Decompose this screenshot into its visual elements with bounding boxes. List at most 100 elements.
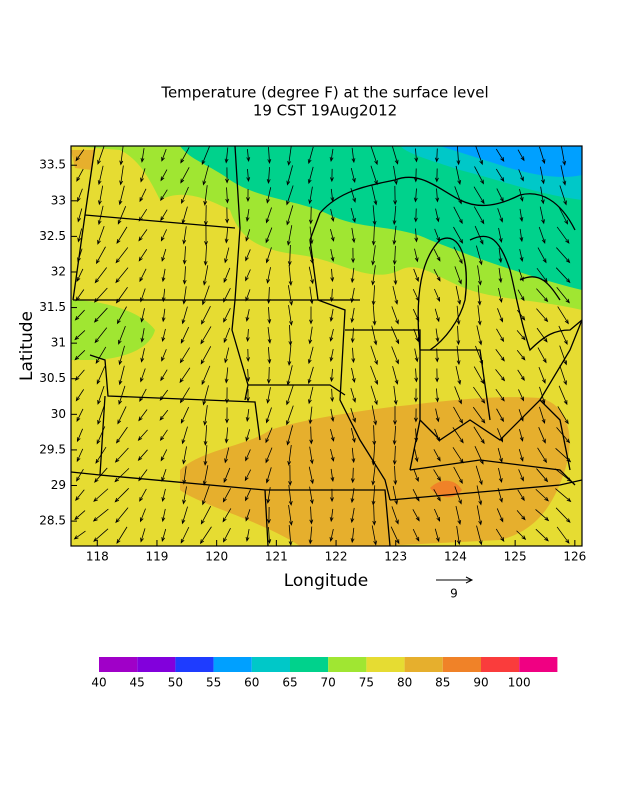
wind-vector [412, 308, 420, 322]
wind-vector [309, 486, 314, 505]
wind-vector [203, 405, 208, 426]
wind-vector [454, 386, 462, 405]
wind-vector [286, 425, 293, 446]
wind-vector [245, 309, 250, 322]
wind-vector [161, 349, 167, 362]
wind-vector [118, 345, 125, 366]
wind-vector [392, 445, 397, 466]
wind-vector [95, 246, 106, 265]
wind-vector [351, 447, 356, 464]
x-tick-label: 123 [384, 550, 407, 564]
wind-vector [140, 148, 145, 163]
wind-vector [393, 405, 397, 426]
wind-vector [350, 408, 356, 423]
wind-vector [350, 388, 356, 403]
wind-vector [74, 309, 85, 321]
wind-vector [519, 188, 524, 202]
wind-vector [475, 146, 483, 166]
wind-vector [538, 226, 546, 244]
wind-vector [267, 327, 272, 344]
colorbar-label: 65 [282, 676, 297, 690]
wind-vector [244, 469, 252, 482]
wind-vectors [73, 146, 572, 546]
wind-vector [517, 489, 525, 502]
wind-vector [266, 267, 271, 284]
wind-vector [202, 285, 210, 306]
wind-vector [138, 229, 148, 242]
wind-vector [477, 285, 482, 306]
wind-vector [392, 366, 399, 385]
wind-vector [77, 248, 83, 263]
wind-vector [518, 409, 524, 422]
wind-vector [93, 488, 109, 502]
wind-vector [223, 467, 231, 484]
wind-vector [286, 205, 294, 226]
wind-vector [225, 387, 229, 404]
field-80 [180, 397, 570, 546]
wind-vector [286, 385, 294, 406]
wind-vector [201, 365, 211, 386]
wind-vector [224, 367, 229, 384]
wind-vector [75, 149, 85, 162]
wind-vector [518, 449, 524, 462]
wind-vector [245, 249, 251, 262]
wind-vector [265, 227, 273, 244]
wind-vector [556, 247, 571, 264]
field-85 [430, 480, 462, 498]
wind-vector [138, 409, 148, 422]
wind-vector [203, 245, 208, 266]
wind-vector [246, 188, 250, 203]
wind-vector [307, 346, 314, 365]
wind-vector [245, 489, 251, 502]
wind-vector [519, 428, 524, 442]
wind-vector [535, 509, 550, 522]
y-tick-label: 32.5 [39, 229, 66, 243]
wind-vector [245, 408, 250, 422]
colorbar-swatch [137, 657, 176, 672]
wind-vector [224, 427, 229, 444]
x-tick-label: 121 [265, 550, 288, 564]
wind-vector [114, 447, 129, 463]
wind-vector [266, 367, 271, 384]
wind-vector [476, 525, 483, 546]
y-tick-label: 29 [51, 478, 66, 492]
wind-vector [140, 348, 145, 363]
wind-vector [199, 526, 212, 545]
y-tick-label: 29.5 [39, 442, 66, 456]
wind-vector [119, 165, 124, 186]
x-tick-label: 118 [86, 550, 109, 564]
wind-vector [495, 388, 505, 402]
wind-vector [413, 208, 418, 223]
wind-vector [434, 288, 440, 302]
wind-vector [472, 406, 486, 424]
wind-vector [498, 467, 503, 483]
wind-vector [140, 308, 145, 323]
wind-vector [222, 528, 231, 543]
wind-vector [267, 527, 272, 544]
wind-vector [414, 148, 419, 163]
wind-vector [287, 245, 292, 267]
wind-vector [517, 149, 525, 162]
wind-vector [181, 206, 188, 225]
wind-vector [265, 467, 272, 484]
wind-vector [498, 247, 503, 264]
wind-vector [330, 408, 335, 423]
wind-vector [433, 269, 441, 282]
wind-vector [97, 225, 105, 245]
wind-vector [330, 448, 335, 462]
wind-vector [476, 325, 483, 346]
wind-vector [182, 226, 187, 245]
wind-vector [265, 407, 272, 424]
wind-vector [94, 467, 108, 483]
wind-vector [452, 447, 464, 464]
x-tick-label: 122 [325, 550, 348, 564]
wind-vector [308, 206, 313, 225]
wind-vector [201, 305, 211, 325]
wind-vector [516, 330, 526, 341]
wind-vector [160, 369, 168, 382]
wind-vector [159, 409, 169, 421]
wind-vector [179, 387, 190, 404]
wind-vector [74, 350, 86, 361]
wind-vector [161, 248, 167, 262]
wind-vector [412, 528, 420, 542]
